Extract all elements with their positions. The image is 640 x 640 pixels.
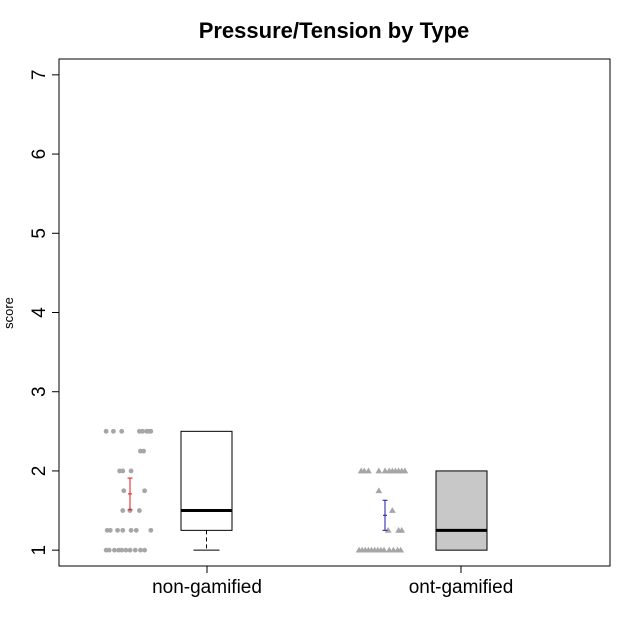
data-point: [115, 527, 120, 533]
y-axis: 1 2 3 4 5 6 7: [29, 70, 60, 556]
data-point: [384, 526, 392, 533]
iqr-box: [435, 470, 488, 551]
data-point: [119, 547, 125, 553]
data-point: [123, 547, 129, 553]
data-point: [380, 546, 388, 553]
y-tick-label: 7: [29, 70, 50, 81]
data-point: [148, 428, 154, 434]
data-point: [138, 547, 143, 553]
plot-frame: [58, 58, 611, 567]
data-point: [127, 547, 133, 553]
x-axis: non-gamified ont-gamified: [152, 565, 514, 598]
data-point: [133, 527, 139, 533]
data-point: [398, 526, 406, 533]
data-point: [120, 527, 126, 533]
data-point: [107, 527, 113, 533]
data-point: [119, 428, 125, 434]
data-point: [128, 468, 134, 474]
group-1: [103, 428, 233, 553]
data-point: [137, 508, 142, 513]
data-point: [142, 547, 148, 553]
data-point: [106, 547, 112, 553]
data-point: [120, 468, 126, 474]
data-point: [375, 487, 383, 494]
data-point: [132, 547, 138, 553]
y-tick-label: 5: [29, 228, 50, 239]
data-point: [128, 527, 134, 533]
data-point: [140, 428, 145, 434]
data-point: [142, 488, 148, 494]
data-point: [148, 527, 154, 533]
group-2: [355, 467, 488, 553]
data-point: [141, 448, 146, 454]
data-point: [112, 547, 117, 553]
y-tick-label: 2: [29, 466, 50, 477]
data-point: [365, 467, 372, 474]
y-tick-label: 6: [29, 149, 50, 160]
plot-area: [103, 428, 488, 553]
data-point: [388, 507, 396, 513]
x-tick-label: ont-gamified: [409, 577, 514, 598]
chart-title: Pressure/Tension by Type: [199, 18, 470, 43]
data-point: [401, 467, 409, 474]
iqr-box: [180, 430, 233, 531]
data-point: [121, 488, 127, 494]
data-point: [103, 428, 109, 434]
data-point: [111, 428, 116, 434]
data-point: [375, 467, 383, 474]
data-point: [397, 546, 405, 553]
y-axis-label: score: [1, 297, 16, 329]
y-tick-label: 1: [29, 545, 50, 556]
y-tick-label: 3: [29, 386, 50, 397]
y-tick-label: 4: [29, 307, 50, 318]
x-tick-label: non-gamified: [152, 577, 262, 598]
data-point: [120, 508, 126, 513]
